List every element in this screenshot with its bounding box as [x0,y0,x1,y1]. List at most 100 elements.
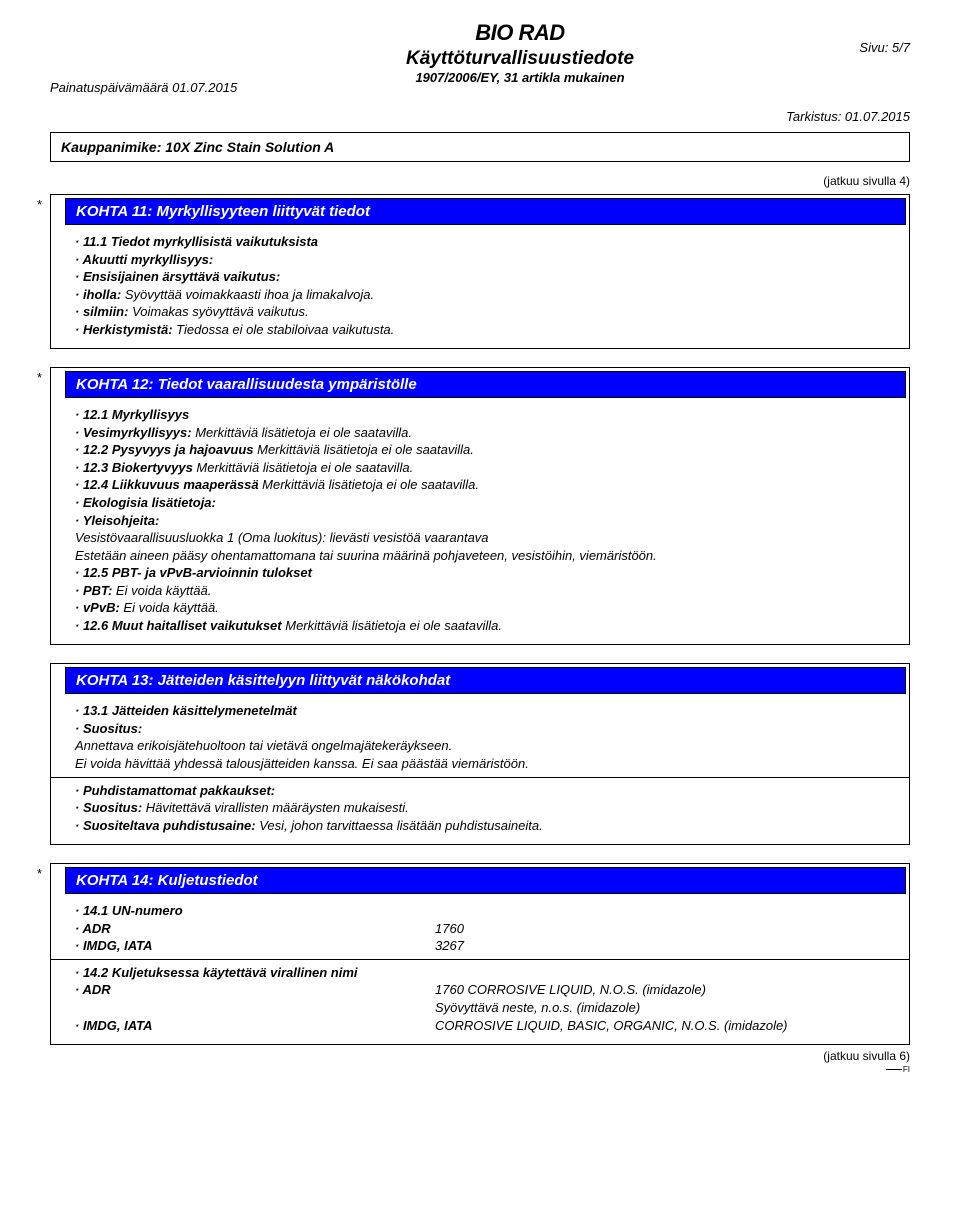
change-asterisk: * [37,866,42,881]
s12-l7: · Yleisohjeita: [75,512,895,530]
s13-l6: · Suositus: Hävitettävä virallisten määr… [75,799,895,817]
section-12-header: KOHTA 12: Tiedot vaarallisuudesta ympäri… [65,371,906,398]
s11-l6-label: · Herkistymistä: [75,322,173,337]
section-11-body: · 11.1 Tiedot myrkyllisistä vaikutuksist… [51,225,909,348]
s11-l4-label: · iholla: [75,287,121,302]
section-13-header: KOHTA 13: Jätteiden käsittelyyn liittyvä… [65,667,906,694]
header-left: Painatuspäivämäärä 01.07.2015 [50,20,330,95]
s12-l11-value: Ei voida käyttää. [112,583,211,598]
s14-l2: · 14.2 Kuljetuksessa käytettävä virallin… [75,964,895,982]
document-subtitle: 1907/2006/EY, 31 artikla mukainen [330,70,710,85]
s14-l1: · 14.1 UN-numero [75,902,895,920]
s13-l7-label: · Suositeltava puhdistusaine: [75,818,256,833]
brand-logo: BIO RAD [475,20,564,46]
s14-r4-label: · IMDG, IATA [75,1017,435,1035]
locale-text: FI [903,1065,910,1074]
section-13: KOHTA 13: Jätteiden käsittelyyn liittyvä… [50,663,910,845]
s12-l12: · vPvB: Ei voida käyttää. [75,599,895,617]
page-header: Painatuspäivämäärä 01.07.2015 BIO RAD Kä… [50,20,910,124]
section-12-body: · 12.1 Myrkyllisyys · Vesimyrkyllisyys: … [51,398,909,644]
s12-l4: · 12.3 Biokertyvyys Merkittäviä lisätiet… [75,459,895,477]
page-number: Sivu: 5/7 [710,40,910,55]
s11-l1: · 11.1 Tiedot myrkyllisistä vaikutuksist… [75,233,895,251]
s12-l12-value: Ei voida käyttää. [120,600,219,615]
s11-l6: · Herkistymistä: Tiedossa ei ole stabilo… [75,321,895,339]
header-center: BIO RAD Käyttöturvallisuustiedote 1907/2… [330,20,710,89]
s12-l3-label: · 12.2 Pysyvyys ja hajoavuus [75,442,254,457]
s14-r2-label: · IMDG, IATA [75,937,435,955]
s13-l6-value: Hävitettävä virallisten määräysten mukai… [142,800,409,815]
logo-text: BIO RAD [475,20,564,45]
trade-name-box: Kauppanimike: 10X Zinc Stain Solution A [50,132,910,162]
s13-l7-value: Vesi, johon tarvittaessa lisätään puhdis… [256,818,543,833]
s14-r1: · ADR 1760 [75,920,895,938]
header-right: Sivu: 5/7 Tarkistus: 01.07.2015 [710,20,910,124]
s11-l5-value: Voimakas syövyttävä vaikutus. [128,304,308,319]
s12-l5-value: Merkittäviä lisätietoja ei ole saatavill… [259,477,479,492]
s14-r3-value: 1760 CORROSIVE LIQUID, N.O.S. (imidazole… [435,981,895,999]
s12-l5-label: · 12.4 Liikkuvuus maaperässä [75,477,259,492]
s12-l4-label: · 12.3 Biokertyvyys [75,460,193,475]
revision-date: Tarkistus: 01.07.2015 [710,109,910,124]
s13-l4: Ei voida hävittää yhdessä talousjätteide… [75,755,895,773]
s12-l13: · 12.6 Muut haitalliset vaikutukset Merk… [75,617,895,635]
section-14-body: · 14.1 UN-numero · ADR 1760 · IMDG, IATA… [51,894,909,1044]
section-12: * KOHTA 12: Tiedot vaarallisuudesta ympä… [50,367,910,645]
s12-l8: Vesistövaarallisuusluokka 1 (Oma luokitu… [75,529,895,547]
s14-r3b: Syövyttävä neste, n.o.s. (imidazole) [75,999,895,1017]
s13-l1: · 13.1 Jätteiden käsittelymenetelmät [75,702,895,720]
s14-r1-label: · ADR [75,920,435,938]
s12-l6: · Ekologisia lisätietoja: [75,494,895,512]
section-11: * KOHTA 11: Myrkyllisyyteen liittyvät ti… [50,194,910,349]
s12-l2: · Vesimyrkyllisyys: Merkittäviä lisätiet… [75,424,895,442]
s14-r2-value: 3267 [435,937,895,955]
change-asterisk: * [37,197,42,212]
s14-r3b-value: Syövyttävä neste, n.o.s. (imidazole) [435,999,895,1017]
s14-r3-label: · ADR [75,981,435,999]
s12-l1: · 12.1 Myrkyllisyys [75,406,895,424]
s12-l3: · 12.2 Pysyvyys ja hajoavuus Merkittäviä… [75,441,895,459]
s14-r1-value: 1760 [435,920,895,938]
s12-l5: · 12.4 Liikkuvuus maaperässä Merkittäviä… [75,476,895,494]
s11-l4: · iholla: Syövyttää voimakkaasti ihoa ja… [75,286,895,304]
divider [51,959,909,960]
s14-r3b-label [75,999,435,1017]
s13-l2: · Suositus: [75,720,895,738]
section-11-header: KOHTA 11: Myrkyllisyyteen liittyvät tied… [65,198,906,225]
print-date: Painatuspäivämäärä 01.07.2015 [50,80,330,95]
s14-r4-value: CORROSIVE LIQUID, BASIC, ORGANIC, N.O.S.… [435,1017,895,1035]
s12-l2-value: Merkittäviä lisätietoja ei ole saatavill… [192,425,412,440]
s11-l4-value: Syövyttää voimakkaasti ihoa ja limakalvo… [121,287,374,302]
s12-l13-value: Merkittäviä lisätietoja ei ole saatavill… [282,618,502,633]
s12-l11-label: · PBT: [75,583,112,598]
s11-l5: · silmiin: Voimakas syövyttävä vaikutus. [75,303,895,321]
s12-l10: · 12.5 PBT- ja vPvB-arvioinnin tulokset [75,564,895,582]
divider [51,777,909,778]
s11-l2: · Akuutti myrkyllisyys: [75,251,895,269]
continued-on: (jatkuu sivulla 6) [50,1049,910,1063]
s14-r2: · IMDG, IATA 3267 [75,937,895,955]
s12-l3-value: Merkittäviä lisätietoja ei ole saatavill… [254,442,474,457]
s14-r4: · IMDG, IATA CORROSIVE LIQUID, BASIC, OR… [75,1017,895,1035]
s13-l5: · Puhdistamattomat pakkaukset: [75,782,895,800]
s11-l6-value: Tiedossa ei ole stabiloivaa vaikutusta. [173,322,395,337]
s13-l6-label: · Suositus: [75,800,142,815]
s14-r3: · ADR 1760 CORROSIVE LIQUID, N.O.S. (imi… [75,981,895,999]
locale-mark: FI [50,1065,910,1074]
document-title: Käyttöturvallisuustiedote [330,48,710,70]
s11-l5-label: · silmiin: [75,304,128,319]
s13-l7: · Suositeltava puhdistusaine: Vesi, joho… [75,817,895,835]
s12-l13-label: · 12.6 Muut haitalliset vaikutukset [75,618,282,633]
s12-l4-value: Merkittäviä lisätietoja ei ole saatavill… [193,460,413,475]
section-13-body: · 13.1 Jätteiden käsittelymenetelmät · S… [51,694,909,844]
change-asterisk: * [37,370,42,385]
s12-l11: · PBT: Ei voida käyttää. [75,582,895,600]
s12-l2-label: · Vesimyrkyllisyys: [75,425,192,440]
s11-l3: · Ensisijainen ärsyttävä vaikutus: [75,268,895,286]
s12-l12-label: · vPvB: [75,600,120,615]
section-14-header: KOHTA 14: Kuljetustiedot [65,867,906,894]
s12-l9: Estetään aineen pääsy ohentamattomana ta… [75,547,895,565]
s13-l3: Annettava erikoisjätehuoltoon tai vietäv… [75,737,895,755]
section-14: * KOHTA 14: Kuljetustiedot · 14.1 UN-num… [50,863,910,1045]
continued-from: (jatkuu sivulla 4) [50,174,910,188]
